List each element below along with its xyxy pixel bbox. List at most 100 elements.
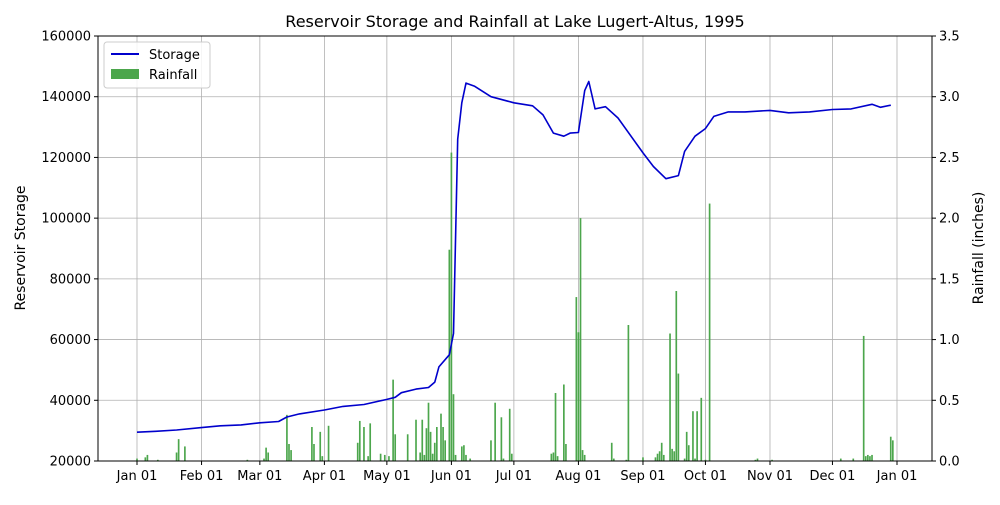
rainfall-bar [677, 373, 680, 461]
rainfall-bar [583, 454, 586, 461]
rainfall-bar [660, 442, 663, 461]
rainfall-bar [469, 458, 471, 461]
rainfall-bar [577, 332, 580, 461]
y-right-tick-label: 2.5 [939, 151, 960, 166]
y-right-tick-label: 1.5 [939, 272, 960, 287]
rainfall-bar [662, 454, 665, 461]
x-tick-label: Jan 01 [876, 469, 918, 484]
x-tick-label: Jul 01 [495, 469, 532, 484]
y-right-tick-label: 0.0 [939, 455, 960, 470]
rainfall-bar [864, 456, 867, 461]
rainfall-bar [313, 444, 315, 461]
rainfall-bar [658, 451, 661, 461]
rainfall-bar [625, 459, 628, 461]
rainfall-bar [756, 458, 759, 461]
y-left-tick-label: 40000 [50, 394, 91, 409]
rainfall-bar [771, 459, 773, 461]
rainfall-bar [175, 452, 178, 461]
rainfall-bar [415, 419, 417, 461]
rainfall-bar [450, 152, 453, 462]
rainfall-bar [452, 394, 455, 461]
rainfall-bar [444, 440, 446, 461]
y-left-tick-label: 140000 [41, 90, 91, 105]
rainfall-bar [687, 445, 690, 461]
rainfall-bar [267, 452, 270, 461]
grid-lines [98, 35, 932, 462]
legend-rainfall-swatch [111, 69, 139, 79]
rainfall-bar [510, 453, 513, 461]
storage-line [136, 80, 891, 433]
rainfall-bar [683, 458, 686, 461]
x-tick-label: May 01 [363, 469, 411, 484]
y-left-tick-label: 160000 [41, 30, 91, 45]
rainfall-bar [440, 413, 442, 461]
rainfall-bar [363, 427, 365, 461]
x-tick-label: Jan 01 [116, 469, 158, 484]
rainfall-bar [263, 458, 265, 461]
rainfall-bar [656, 453, 659, 461]
rainfall-bar [871, 454, 873, 461]
rainfall-bar [852, 458, 855, 461]
rainfall-bar [708, 203, 711, 462]
rainfall-bar [581, 450, 584, 461]
plot-frame [97, 35, 933, 462]
rainfall-bar [654, 457, 657, 461]
rainfall-bar [392, 379, 394, 461]
rainfall-bar [184, 446, 186, 461]
rainfall-bar [379, 453, 382, 461]
rainfall-bar [490, 440, 492, 461]
rainfall-bar [356, 442, 359, 461]
rainfall-bar [508, 408, 511, 461]
rainfall-bar [579, 218, 582, 461]
x-tick-label: Jun 01 [430, 469, 472, 484]
rainfall-bars [136, 152, 894, 462]
rainfall-bar [673, 451, 676, 461]
rainfall-bar [692, 411, 694, 461]
x-tick-label: Nov 01 [747, 469, 793, 484]
rainfall-bar [675, 291, 678, 461]
x-tick-label: Apr 01 [303, 469, 346, 484]
rainfall-bar [136, 458, 138, 461]
rainfall-bar [286, 414, 288, 461]
rainfall-bar [550, 453, 553, 461]
rainfall-bar [862, 335, 865, 461]
rainfall-bar [442, 427, 444, 461]
rainfall-bar [383, 454, 386, 461]
rainfall-bar [421, 419, 424, 461]
x-tick-label: Feb 01 [180, 469, 224, 484]
y-left-tick-label: 20000 [50, 455, 91, 470]
rainfall-bar [565, 444, 567, 461]
rainfall-bar [265, 447, 267, 461]
rainfall-bar [612, 458, 615, 461]
chart-title: Reservoir Storage and Rainfall at Lake L… [285, 12, 744, 31]
y-right-tick-label: 3.0 [939, 90, 960, 105]
rainfall-bar [671, 448, 673, 461]
y-left-tick-label: 100000 [41, 212, 91, 227]
rainfall-bar [465, 454, 467, 461]
y-left-tick-label: 120000 [41, 151, 91, 166]
rainfall-bar [556, 456, 559, 461]
y-right-tick-label: 2.0 [939, 212, 960, 227]
y-right-tick-label: 1.0 [939, 333, 960, 348]
rainfall-bar [696, 411, 698, 461]
rainfall-bar [288, 444, 290, 461]
rainfall-bar [839, 458, 842, 461]
rainfall-bar [369, 423, 372, 461]
rainfall-bar [554, 393, 557, 461]
rainfall-bar [685, 431, 688, 461]
rainfall-bar [146, 454, 149, 461]
rainfall-bar [433, 442, 436, 461]
rainfall-bar [463, 445, 465, 461]
rainfall-bar [419, 452, 422, 461]
legend-storage-label: Storage [149, 48, 200, 63]
rainfall-bar [436, 427, 438, 461]
rainfall-bar [388, 456, 390, 461]
rainfall-bar [867, 454, 869, 461]
y-left-tick-label: 60000 [50, 333, 91, 348]
rainfall-bar [394, 434, 397, 461]
rainfall-bar [423, 454, 426, 461]
rainfall-bar [704, 459, 707, 461]
rainfall-bar [429, 431, 432, 461]
rainfall-bar [669, 333, 671, 461]
